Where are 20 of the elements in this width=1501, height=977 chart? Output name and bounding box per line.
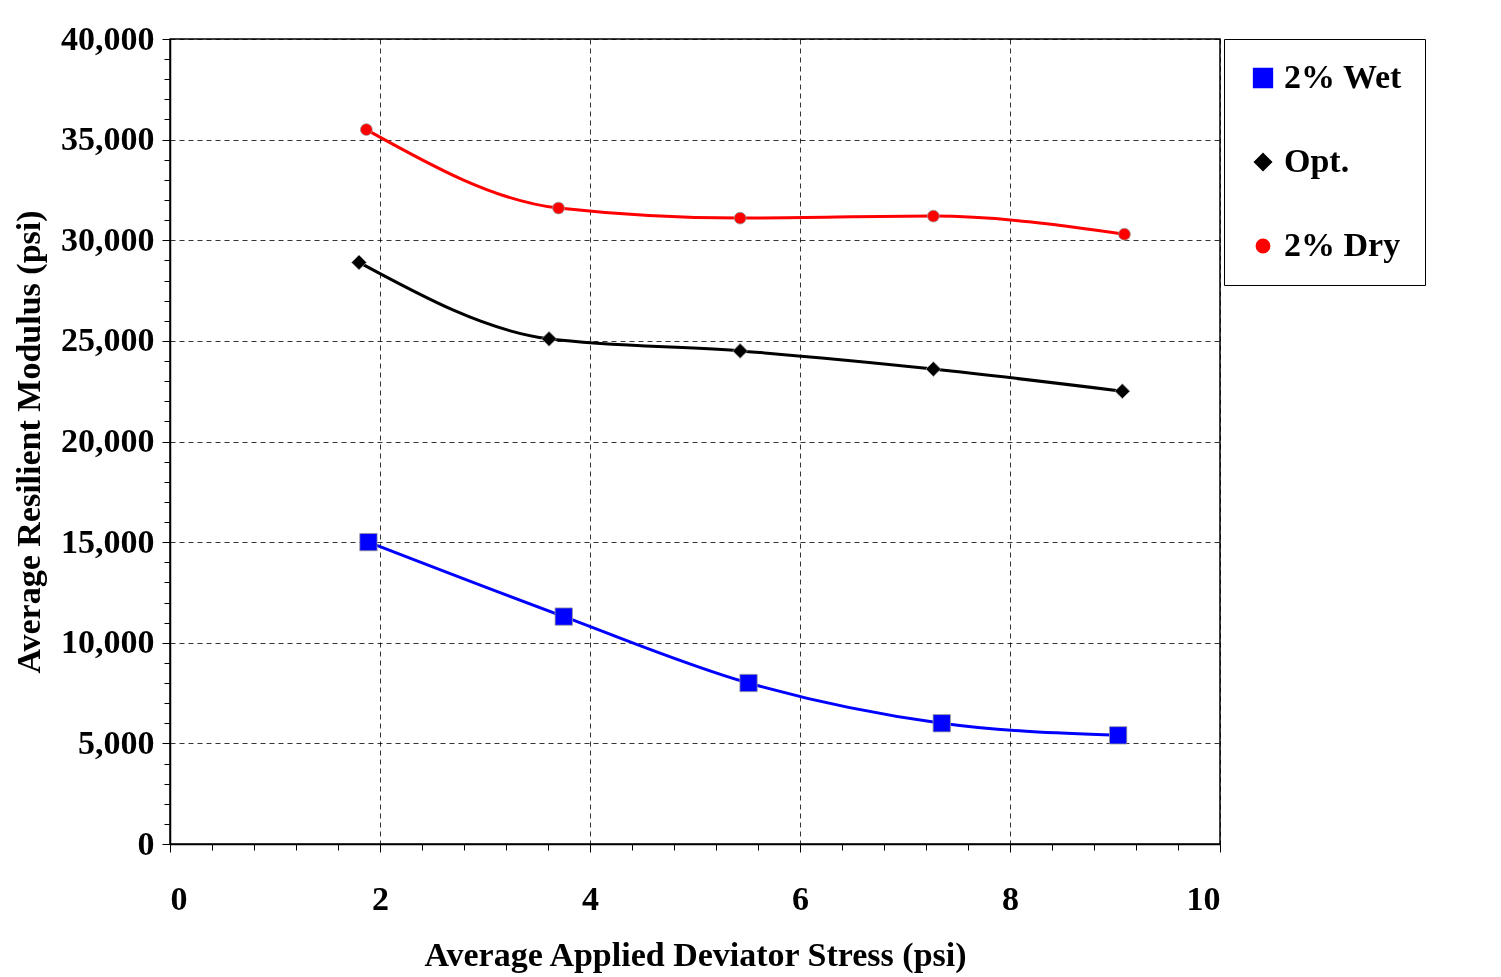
legend-label: Opt. [1284,142,1350,179]
x-tick-label: 2 [372,879,389,917]
x-tick-label: 10 [1186,879,1221,917]
y-tick-label: 40,000 [61,19,155,57]
y-tick-label: 5,000 [78,723,155,761]
y-tick-label: 25,000 [61,321,155,359]
y-tick-label: 20,000 [61,422,155,459]
x-tick-label: 0 [170,879,188,917]
y-tick-label: 10,000 [61,623,155,661]
legend-label: 2% Dry [1284,226,1401,263]
y-tick-label: 30,000 [61,220,155,258]
y-axis-title: Average Resilient Modulus (psi) [10,210,48,674]
y-tick-label: 0 [137,824,155,862]
x-axis-title: Average Applied Deviator Stress (psi) [424,935,967,974]
x-tick-label: 8 [1002,879,1019,917]
y-tick-label: 15,000 [61,522,155,560]
legend-label: 2% Wet [1284,58,1403,95]
x-tick-label: 6 [792,879,809,917]
y-tick-label: 35,000 [61,120,155,158]
x-tick-label: 4 [582,879,599,917]
